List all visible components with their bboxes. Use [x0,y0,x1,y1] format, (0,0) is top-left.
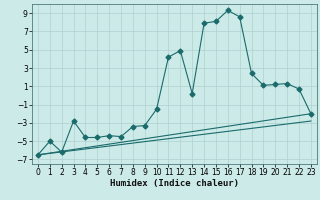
X-axis label: Humidex (Indice chaleur): Humidex (Indice chaleur) [110,179,239,188]
